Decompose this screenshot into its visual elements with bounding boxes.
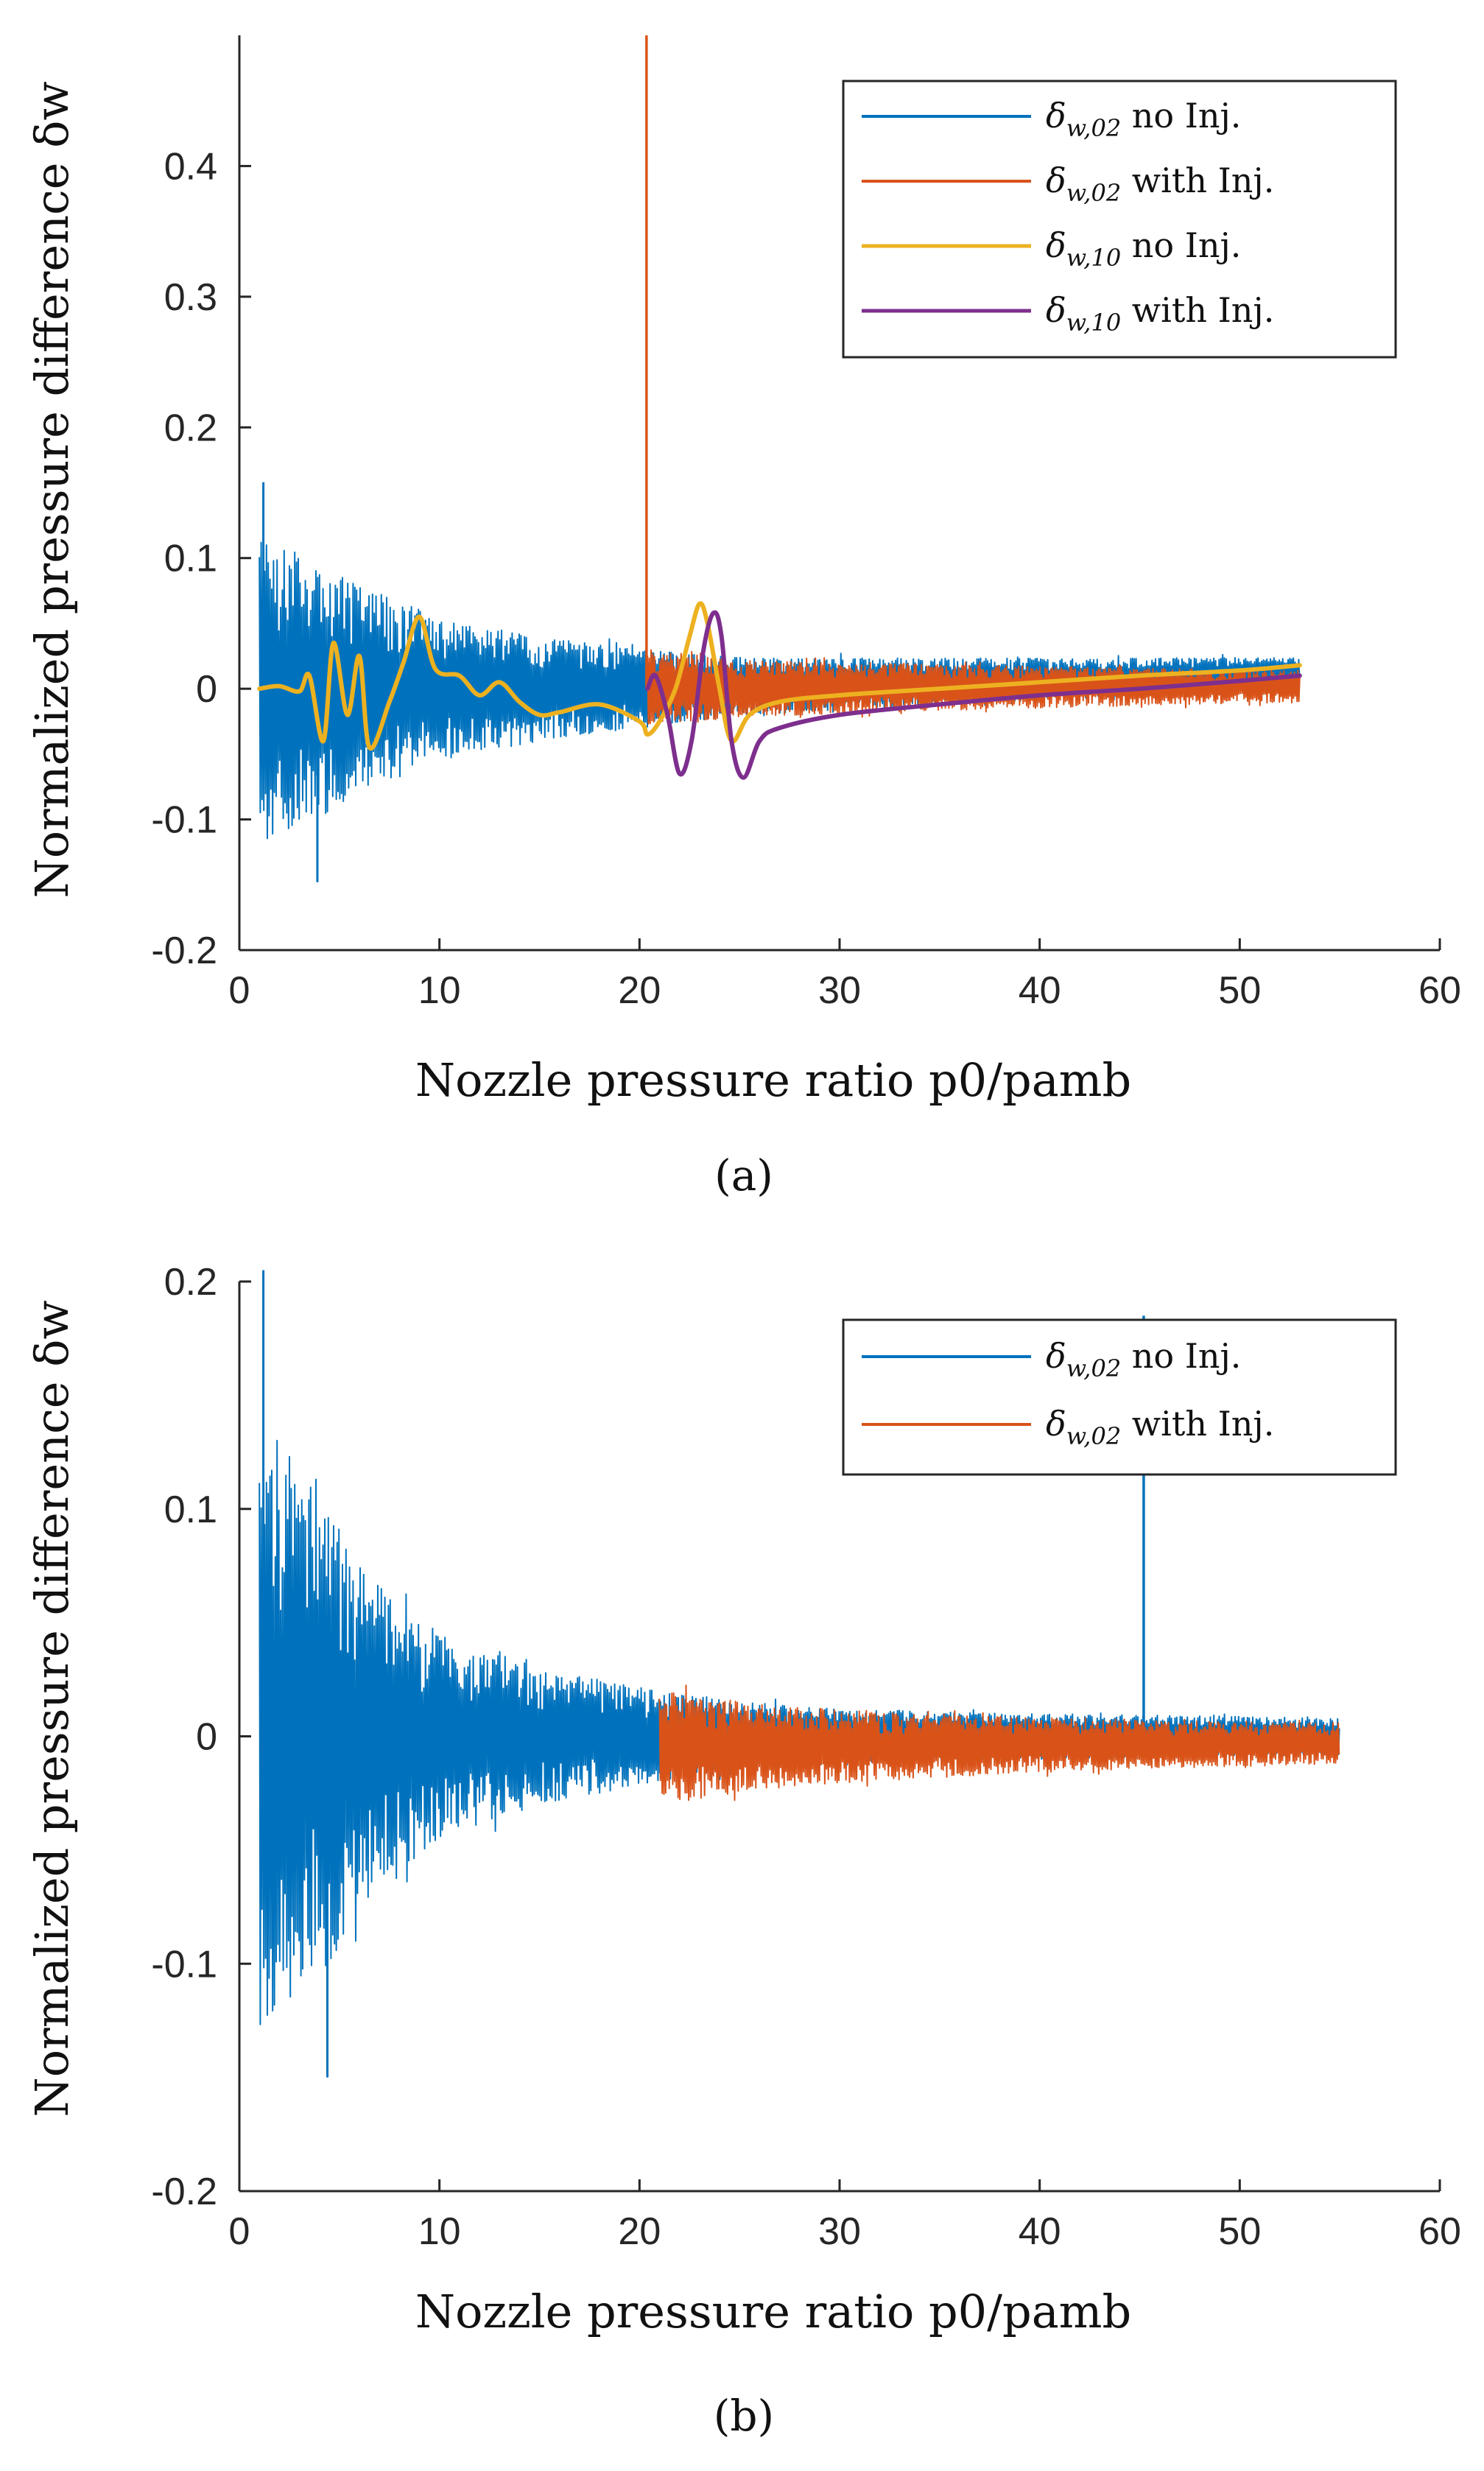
x-tick-label: 60 <box>1418 969 1461 1012</box>
x-tick-label: 10 <box>418 2210 461 2253</box>
y-tick-label: 0.1 <box>164 1488 217 1531</box>
x-tick-label: 10 <box>418 969 461 1012</box>
axes-b: 0 10 20 30 40 50 60 -0.2 -0.1 0 0.1 0.2 <box>151 1261 1461 2253</box>
y-tick-label: 0.2 <box>164 407 217 449</box>
series-line <box>645 610 1302 780</box>
caption-b: (b) <box>714 2391 774 2441</box>
y-tick-label: -0.1 <box>151 799 217 842</box>
series-line <box>257 601 1302 751</box>
legend-entry: δw,02 no Inj. <box>1046 1336 1241 1382</box>
y-tick-label: 0.1 <box>164 538 217 580</box>
series-a-1 <box>645 35 1301 726</box>
y-tick-label: 0.2 <box>164 1261 217 1304</box>
legend-a: δw,02 no Inj. δw,02 with Inj. δw,10 no Inj… <box>842 80 1397 359</box>
y-axis-label-b: Normalized pressure difference δw <box>25 1300 79 2117</box>
series-trace <box>658 1684 1340 1802</box>
series-a-3 <box>645 610 1302 780</box>
x-tick-label: 0 <box>229 969 250 1012</box>
y-axis-label-a: Normalized pressure difference δw <box>25 81 79 898</box>
x-tick-label: 20 <box>618 2210 661 2253</box>
x-tick-label: 30 <box>818 969 861 1012</box>
x-axis-label-a: Nozzle pressure ratio p0/pamb <box>415 1053 1131 1107</box>
x-tick-label: 60 <box>1418 2210 1461 2253</box>
y-tick-label: -0.1 <box>151 1943 217 1986</box>
y-tick-label: -0.2 <box>151 929 217 972</box>
x-tick-label: 20 <box>618 969 661 1012</box>
caption-a: (a) <box>714 1150 773 1201</box>
x-tick-label: 40 <box>1019 969 1061 1012</box>
x-tick-label: 0 <box>229 2210 250 2253</box>
x-tick-label: 40 <box>1019 2210 1061 2253</box>
y-tick-label: 0 <box>196 1716 217 1759</box>
x-tick-label: 30 <box>818 2210 861 2253</box>
legend-b: δw,02 no Inj. δw,02 with Inj. <box>842 1318 1397 1476</box>
series-trace <box>647 648 1301 726</box>
legend-entry: δw,02 with Inj. <box>1046 161 1274 207</box>
chart-panel-b: 0 10 20 30 40 50 60 -0.2 -0.1 0 0.1 0.2 δw,02 no In… <box>25 1261 1461 2441</box>
axes-a: 0 10 20 30 40 50 60 -0.2 -0.1 0 0.1 0.2 0.3 0.4 <box>151 35 1461 1012</box>
x-axis-label-b: Nozzle pressure ratio p0/pamb <box>415 2285 1131 2338</box>
y-tick-label: 0.4 <box>164 145 217 188</box>
series-a-2 <box>257 601 1302 751</box>
legend-entry: δw,02 no Inj. <box>1046 96 1241 142</box>
x-tick-label: 50 <box>1218 2210 1261 2253</box>
series-layer-a <box>257 35 1302 882</box>
legend-entry: δw,10 no Inj. <box>1046 225 1241 272</box>
x-tick-label: 50 <box>1218 969 1261 1012</box>
legend-entry: δw,02 with Inj. <box>1046 1404 1274 1450</box>
y-tick-label: -0.2 <box>151 2171 217 2213</box>
series-b-1 <box>658 1684 1340 1802</box>
y-tick-label: 0 <box>196 668 217 711</box>
y-tick-label: 0.3 <box>164 276 217 319</box>
legend-box <box>842 1318 1397 1476</box>
chart-panel-a: 0 10 20 30 40 50 60 -0.2 -0.1 0 0.1 0.2 0.3 0.4 δw,02… <box>25 35 1461 1201</box>
legend-entry: δw,10 with Inj. <box>1046 290 1274 337</box>
